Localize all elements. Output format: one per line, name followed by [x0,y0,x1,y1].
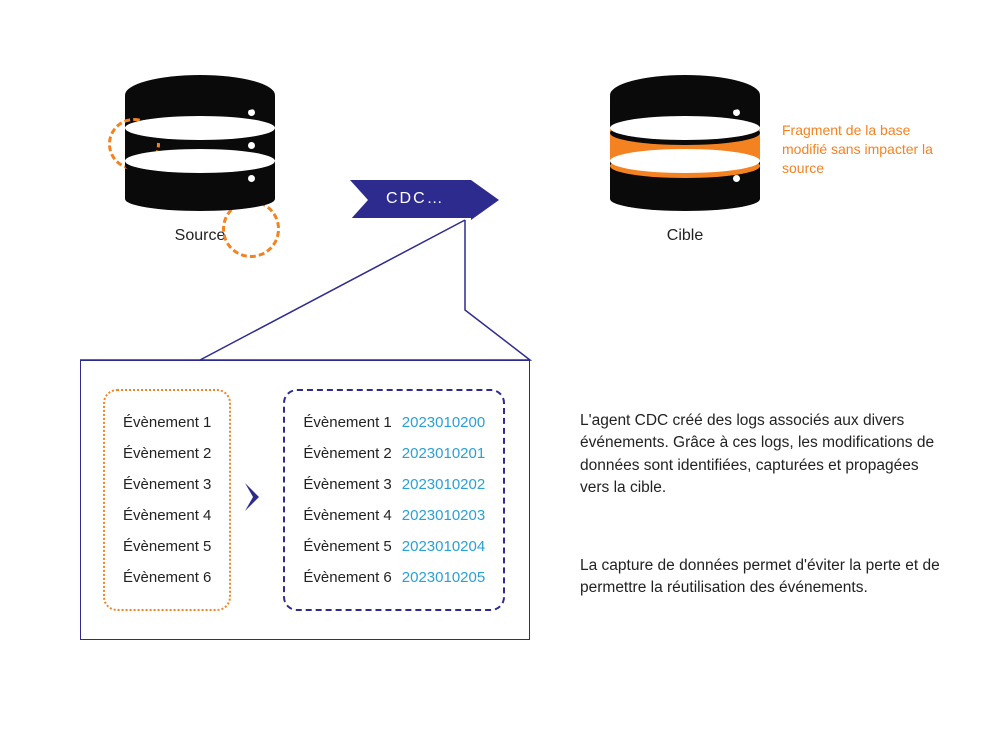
event-item: Évènement 1 [123,407,211,438]
description-paragraph-1: L'agent CDC créé des logs associés aux d… [580,410,950,500]
event-item: Évènement 22023010201 [303,438,485,469]
event-timestamp: 2023010201 [402,445,485,462]
logged-event-list: Évènement 12023010200Évènement 220230102… [303,407,485,593]
target-label: Cible [610,227,760,245]
event-log-detail: Évènement 1Évènement 2Évènement 3Évèneme… [80,360,530,640]
event-item: Évènement 2 [123,438,211,469]
event-timestamp: 2023010200 [402,414,485,431]
event-item: Évènement 6 [123,562,211,593]
cdc-arrow: CDC… [350,180,471,218]
logged-events-box: Évènement 12023010200Évènement 220230102… [283,389,505,611]
connector-line [80,220,540,365]
modification-annotation: Fragment de la base modifié sans impacte… [782,121,942,178]
event-timestamp: 2023010205 [402,569,485,586]
diagram-canvas: Source Cible Fragment de la base modifié… [0,0,1000,750]
db-segment [610,161,760,199]
event-item: Évènement 5 [123,531,211,562]
event-item: Évènement 32023010202 [303,469,485,500]
db-top [125,75,275,115]
db-top [610,75,760,115]
transform-arrow-icon [245,483,269,518]
event-item: Évènement 52023010204 [303,531,485,562]
raw-events-box: Évènement 1Évènement 2Évènement 3Évèneme… [103,389,231,611]
event-timestamp: 2023010203 [402,507,485,524]
event-item: Évènement 3 [123,469,211,500]
description-paragraph-2: La capture de données permet d'éviter la… [580,555,950,600]
target-database: Cible [610,75,760,245]
event-item: Évènement 4 [123,500,211,531]
event-item: Évènement 12023010200 [303,407,485,438]
db-segment [125,161,275,199]
event-timestamp: 2023010202 [402,476,485,493]
event-timestamp: 2023010204 [402,538,485,555]
event-item: Évènement 42023010203 [303,500,485,531]
raw-event-list: Évènement 1Évènement 2Évènement 3Évèneme… [123,407,211,593]
cdc-label: CDC… [386,190,445,207]
event-item: Évènement 62023010205 [303,562,485,593]
